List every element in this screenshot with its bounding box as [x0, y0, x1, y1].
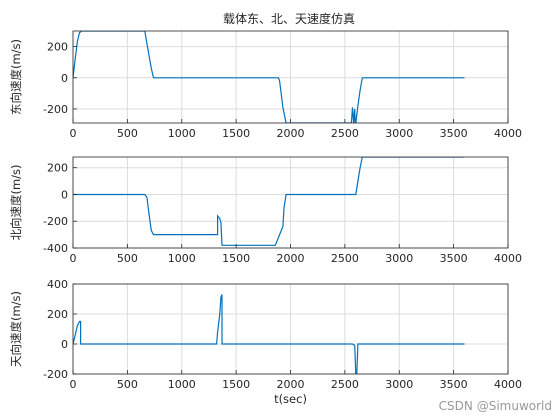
y-axis-label: 东向速度(m/s)	[9, 39, 23, 115]
y-tick-label: 0	[61, 338, 68, 351]
watermark: CSDN @Simuworld	[439, 399, 552, 413]
x-tick-label: 0	[70, 252, 77, 265]
x-tick-label: 1000	[168, 378, 196, 391]
figure-title: 载体东、北、天速度仿真	[223, 11, 355, 26]
x-tick-label: 4000	[494, 127, 522, 140]
x-tick-label: 1500	[222, 127, 250, 140]
y-tick-label: 200	[47, 41, 68, 54]
x-tick-label: 0	[70, 378, 77, 391]
x-tick-label: 3500	[440, 252, 468, 265]
x-tick-label: 500	[117, 378, 138, 391]
x-tick-label: 4000	[494, 378, 522, 391]
x-tick-label: 1000	[168, 252, 196, 265]
x-tick-label: 2000	[277, 378, 305, 391]
subplot-3: 0 500 1000 1500 2000 2500 3000 3500 4000-2000200…	[9, 278, 522, 406]
x-tick-label: 3000	[385, 127, 413, 140]
y-tick-label: 200	[47, 308, 68, 321]
y-tick-label: 0	[61, 188, 68, 201]
x-tick-label: 2500	[331, 378, 359, 391]
y-tick-label: 400	[47, 278, 68, 291]
x-tick-label: 1500	[222, 252, 250, 265]
series-line	[73, 294, 465, 374]
subplot-1: 0 500 1000 1500 2000 2500 3000 3500 4000-2000200…	[9, 30, 522, 140]
x-tick-label: 3000	[385, 378, 413, 391]
x-tick-label: 1000	[168, 127, 196, 140]
y-axis-label: 北向速度(m/s)	[9, 164, 23, 240]
subplots: 0 500 1000 1500 2000 2500 3000 3500 4000-2000200…	[9, 30, 522, 406]
y-axis-label: 天向速度(m/s)	[9, 291, 23, 367]
x-tick-label: 3500	[440, 127, 468, 140]
x-tick-label: 4000	[494, 252, 522, 265]
y-tick-label: 200	[47, 162, 68, 175]
x-tick-label: 2500	[331, 252, 359, 265]
y-tick-label: -400	[43, 242, 68, 255]
subplot-2: 0 500 1000 1500 2000 2500 3000 3500 4000-400-200…	[9, 156, 522, 265]
series-line	[73, 157, 465, 246]
y-tick-label: -200	[43, 215, 68, 228]
x-axis-label: t(sec)	[274, 392, 307, 406]
x-tick-label: 2500	[331, 127, 359, 140]
x-tick-label: 1500	[222, 378, 250, 391]
x-tick-label: 2000	[277, 127, 305, 140]
y-tick-label: -200	[43, 103, 68, 116]
x-tick-label: 500	[117, 252, 138, 265]
series-line	[73, 31, 465, 123]
x-tick-label: 500	[117, 127, 138, 140]
x-tick-label: 3500	[440, 378, 468, 391]
x-tick-label: 2000	[277, 252, 305, 265]
y-tick-label: 0	[61, 72, 68, 85]
y-tick-label: -200	[43, 368, 68, 381]
x-tick-label: 3000	[385, 252, 413, 265]
x-tick-label: 0	[70, 127, 77, 140]
